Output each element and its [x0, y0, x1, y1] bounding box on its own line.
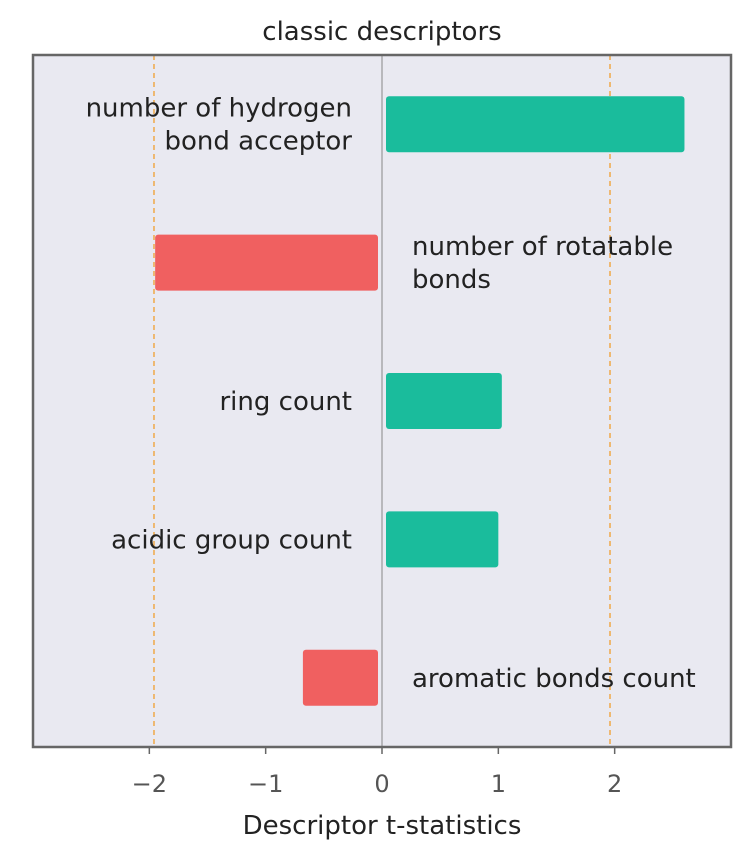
category-label-3: acidic group count: [111, 525, 352, 555]
bar-3: [386, 511, 499, 568]
category-label-line: ring count: [219, 387, 352, 417]
x-tick-label: 1: [491, 770, 506, 798]
x-tick-label: 0: [374, 770, 389, 798]
category-label-0: number of hydrogen bond acceptor: [86, 94, 353, 157]
x-axis-title: Descriptor t-statistics: [243, 811, 522, 841]
chart-title: classic descriptors: [262, 17, 501, 47]
bar-4: [302, 649, 378, 706]
bar-1: [155, 234, 378, 291]
category-label-line: aromatic bonds count: [412, 664, 696, 694]
category-label-4: aromatic bonds count: [412, 664, 696, 694]
bar-2: [386, 373, 502, 429]
category-label-line: number of hydrogen: [86, 94, 352, 124]
category-label-2: ring count: [219, 387, 352, 417]
x-tick-label: 2: [607, 770, 622, 798]
bars-group: [155, 96, 685, 706]
x-tick-label: −1: [248, 770, 283, 798]
category-label-line: number of rotatable: [412, 232, 673, 262]
bar-0: [386, 96, 685, 153]
category-label-line: bond acceptor: [165, 127, 353, 157]
x-tick-label: −2: [132, 770, 167, 798]
reference-lines: [153, 55, 611, 747]
category-label-line: bonds: [412, 265, 491, 295]
category-label-1: number of rotatable bonds: [412, 232, 673, 295]
category-label-line: acidic group count: [111, 525, 352, 555]
x-axis-ticks: −2 −1 0 1 2: [132, 747, 622, 798]
